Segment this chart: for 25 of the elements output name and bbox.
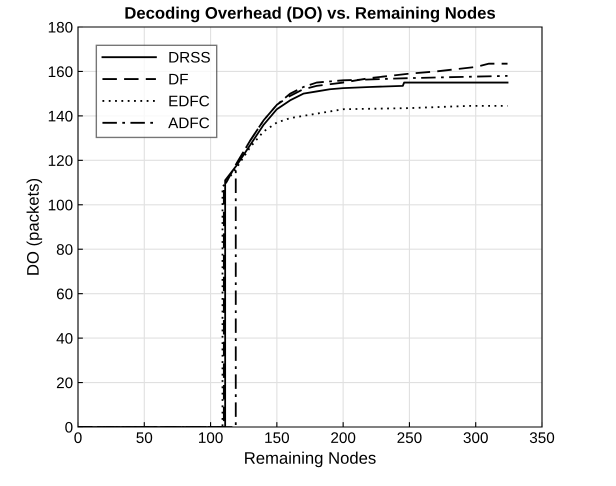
legend-label: ADFC — [168, 117, 210, 128]
y-tick-label: 160 — [48, 66, 73, 78]
x-tick-label: 100 — [198, 432, 223, 444]
x-tick-label: 150 — [265, 432, 290, 444]
chart-title: Decoding Overhead (DO) vs. Remaining Nodes — [125, 6, 496, 22]
y-tick-label: 20 — [56, 377, 73, 388]
y-tick-label: 40 — [56, 332, 73, 344]
x-tick-label: 350 — [530, 432, 554, 444]
legend-label: DF — [169, 74, 188, 84]
y-tick-label: 120 — [48, 155, 73, 166]
x-tick-label: 50 — [136, 432, 152, 444]
y-tick-label: 60 — [56, 288, 73, 300]
x-axis-title: Remaining Nodes — [245, 452, 376, 468]
x-tick-label: 200 — [331, 432, 356, 444]
y-tick-label: 100 — [48, 200, 73, 210]
y-axis-title: DO (packets) — [26, 178, 42, 275]
y-tick-label: 140 — [48, 110, 73, 122]
y-tick-label: 180 — [48, 22, 73, 33]
y-tick-label: 0 — [65, 422, 73, 433]
x-tick-label: 0 — [74, 432, 82, 444]
x-tick-label: 250 — [397, 432, 422, 444]
legend-label: EDFC — [169, 96, 210, 106]
y-tick-label: 80 — [56, 244, 73, 255]
x-tick-label: 300 — [464, 432, 488, 444]
legend-label: DRSS — [169, 52, 210, 63]
